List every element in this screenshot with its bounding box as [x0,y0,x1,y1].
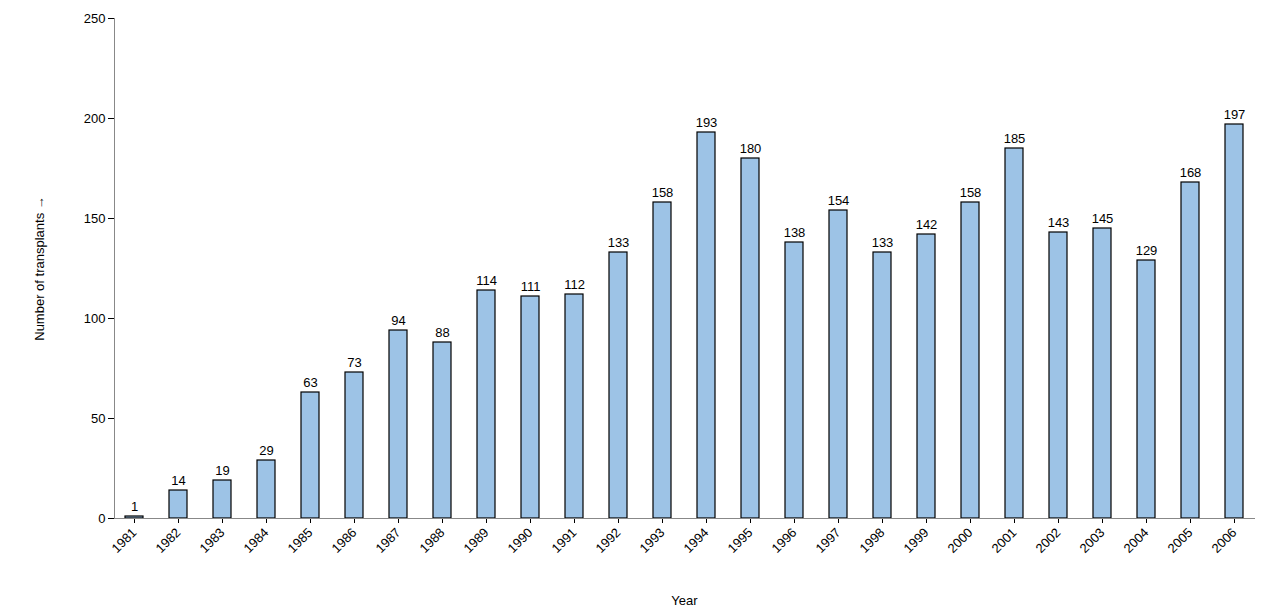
svg-text:168: 168 [1180,165,1202,180]
svg-text:1994: 1994 [681,525,712,556]
svg-text:193: 193 [696,115,718,130]
svg-text:1992: 1992 [593,525,624,556]
svg-text:1999: 1999 [901,525,932,556]
svg-text:1995: 1995 [725,525,756,556]
svg-text:154: 154 [828,193,850,208]
svg-text:180: 180 [740,141,762,156]
svg-text:197: 197 [1224,107,1246,122]
svg-text:145: 145 [1092,211,1114,226]
svg-text:1996: 1996 [769,525,800,556]
svg-text:2006: 2006 [1209,525,1240,556]
svg-text:1988: 1988 [417,525,448,556]
svg-text:133: 133 [872,235,894,250]
svg-text:2002: 2002 [1033,525,1064,556]
svg-text:Year: Year [671,593,698,608]
svg-text:29: 29 [259,443,273,458]
svg-text:1993: 1993 [637,525,668,556]
svg-text:1998: 1998 [857,525,888,556]
svg-text:129: 129 [1136,243,1158,258]
svg-text:200: 200 [84,111,106,126]
svg-text:100: 100 [84,311,106,326]
svg-text:158: 158 [652,185,674,200]
svg-text:14: 14 [171,473,185,488]
svg-text:2003: 2003 [1077,525,1108,556]
svg-text:111: 111 [521,279,541,294]
svg-text:2005: 2005 [1165,525,1196,556]
svg-text:143: 143 [1048,215,1070,230]
svg-text:1990: 1990 [505,525,536,556]
svg-text:133: 133 [608,235,630,250]
svg-text:250: 250 [84,11,106,26]
svg-text:2001: 2001 [989,525,1020,556]
svg-text:1987: 1987 [373,525,404,556]
svg-text:112: 112 [564,277,585,292]
svg-text:63: 63 [303,375,317,390]
svg-text:94: 94 [391,313,405,328]
svg-text:1982: 1982 [153,525,184,556]
svg-text:19: 19 [215,463,229,478]
svg-text:0: 0 [98,511,105,526]
svg-text:1989: 1989 [461,525,492,556]
svg-text:114: 114 [476,273,497,288]
svg-text:1983: 1983 [197,525,228,556]
svg-text:185: 185 [1004,131,1026,146]
svg-text:1991: 1991 [549,525,580,556]
svg-text:Number of transplants →: Number of transplants → [32,196,47,341]
svg-text:1986: 1986 [329,525,360,556]
svg-text:1981: 1981 [109,525,140,556]
svg-text:138: 138 [784,225,806,240]
svg-text:50: 50 [91,411,105,426]
svg-text:88: 88 [435,325,449,340]
svg-text:1997: 1997 [813,525,844,556]
svg-text:2000: 2000 [945,525,976,556]
svg-text:2004: 2004 [1121,525,1152,556]
svg-text:158: 158 [960,185,982,200]
svg-text:1984: 1984 [241,525,272,556]
svg-text:1985: 1985 [285,525,316,556]
svg-text:1: 1 [131,499,138,514]
svg-text:142: 142 [916,217,938,232]
svg-text:73: 73 [347,355,361,370]
svg-text:150: 150 [84,211,106,226]
